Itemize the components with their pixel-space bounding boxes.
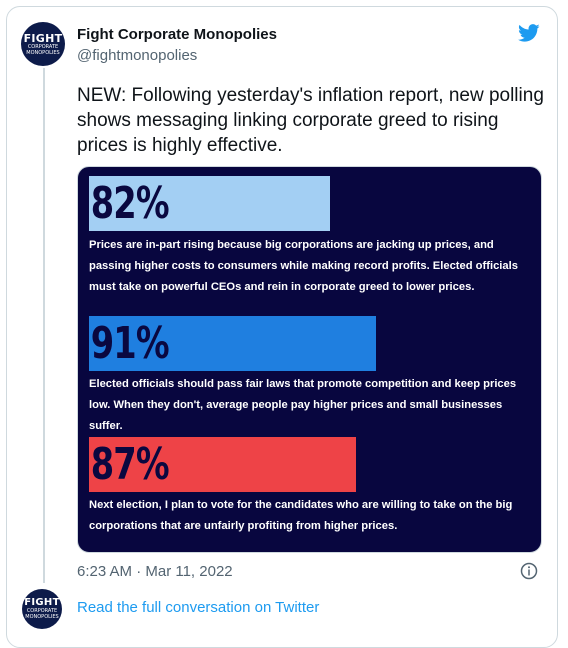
avatar-text: CORPORATE: [26, 608, 58, 614]
stat-statement: Next election, I plan to vote for the ca…: [89, 499, 513, 532]
stat-bar-82: 82%: [89, 176, 330, 231]
stat-statement: Elected officials should pass fair laws …: [89, 378, 517, 432]
stat-statement: Prices are in-part rising because big co…: [89, 239, 518, 293]
author-handle[interactable]: @fightmonopolies: [77, 47, 198, 64]
avatar-text: FIGHT: [23, 31, 63, 45]
tweet-media-image[interactable]: 82% Prices are in-part rising because bi…: [77, 166, 542, 553]
info-icon[interactable]: [520, 562, 538, 580]
thread-line: [43, 68, 45, 583]
stat-percent: 87%: [90, 439, 170, 490]
avatar-text: FIGHT: [24, 597, 60, 608]
tweet-text: NEW: Following yesterday's inflation rep…: [77, 85, 544, 156]
avatar-text: CORPORATE: [27, 43, 59, 50]
stat-percent: 91%: [90, 318, 170, 369]
stat-bar-91: 91%: [89, 316, 376, 371]
stat-bar-87: 87%: [89, 437, 356, 492]
twitter-bird-icon[interactable]: [517, 22, 541, 44]
author-name[interactable]: Fight Corporate Monopolies: [77, 26, 277, 43]
author-avatar-small[interactable]: FIGHT CORPORATE MONOPOLIES: [22, 589, 62, 629]
read-conversation-link[interactable]: Read the full conversation on Twitter: [77, 599, 320, 616]
avatar-text: MONOPOLIES: [25, 614, 59, 620]
tweet-timestamp[interactable]: 6:23 AM · Mar 11, 2022: [77, 563, 233, 580]
stat-percent: 82%: [90, 178, 170, 229]
author-avatar[interactable]: FIGHT CORPORATE MONOPOLIES: [21, 22, 65, 66]
avatar-text: MONOPOLIES: [26, 49, 60, 56]
